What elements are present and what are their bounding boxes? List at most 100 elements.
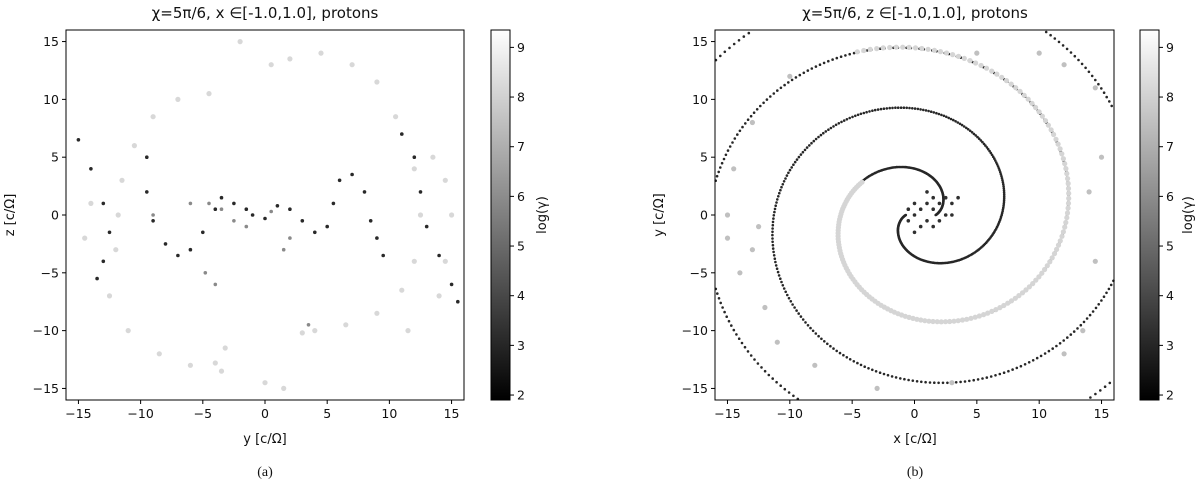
scatter-point <box>806 324 810 327</box>
y-tick-label: −15 <box>33 381 59 396</box>
scatter-point <box>959 317 966 323</box>
colorbar-tick-label: 8 <box>1166 90 1174 105</box>
scatter-point <box>771 223 775 227</box>
scatter-point <box>1000 177 1004 180</box>
scatter-point <box>956 195 960 200</box>
scatter-point <box>737 270 743 276</box>
colorbar-tick-label: 7 <box>517 139 525 154</box>
scatter-point <box>1063 166 1069 172</box>
scatter-point <box>1084 66 1087 70</box>
scatter-point <box>931 207 935 211</box>
scatter-point <box>791 303 794 306</box>
scatter-point <box>724 235 731 241</box>
panel-b-colorbar-gradient <box>1139 29 1160 401</box>
scatter-point <box>1044 30 1048 34</box>
scatter-point <box>960 123 964 127</box>
scatter-point <box>946 381 949 385</box>
scatter-point <box>888 106 891 110</box>
scatter-point <box>937 112 941 116</box>
scatter-point <box>1002 190 1006 194</box>
scatter-point <box>1057 238 1063 244</box>
scatter-point <box>878 371 882 375</box>
scatter-point <box>101 259 106 264</box>
x-tick-label: −15 <box>65 406 91 421</box>
panel-a-caption: (a) <box>257 465 273 480</box>
scatter-point <box>1059 151 1065 157</box>
scatter-point <box>774 339 780 345</box>
scatter-point <box>916 107 920 111</box>
y-tick-label: −5 <box>690 265 708 280</box>
scatter-point <box>722 157 726 161</box>
colorbar-tick-label: 7 <box>1166 139 1174 154</box>
scatter-point <box>810 67 814 70</box>
scatter-point <box>449 212 455 218</box>
scatter-point <box>871 109 874 112</box>
scatter-point <box>1080 62 1084 66</box>
scatter-point <box>784 290 787 294</box>
scatter-point <box>1002 187 1006 190</box>
scatter-point <box>1082 320 1086 324</box>
scatter-point <box>861 47 867 54</box>
scatter-point <box>281 385 287 391</box>
scatter-point <box>1002 202 1006 206</box>
scatter-point <box>1049 255 1055 261</box>
scatter-point <box>931 47 938 53</box>
scatter-point <box>767 373 771 377</box>
scatter-point <box>1069 333 1073 336</box>
scatter-point <box>914 316 920 322</box>
scatter-point <box>787 391 791 394</box>
scatter-point <box>967 58 973 64</box>
scatter-point <box>906 219 911 223</box>
scatter-point <box>968 129 972 133</box>
scatter-point <box>974 50 980 56</box>
scatter-point <box>905 106 908 110</box>
scatter-point <box>237 39 243 45</box>
scatter-point <box>937 381 940 385</box>
scatter-point <box>106 293 113 299</box>
scatter-point <box>938 319 944 325</box>
x-tick-label: 5 <box>973 406 981 421</box>
scatter-point <box>424 224 429 229</box>
scatter-point <box>188 201 193 206</box>
scatter-point <box>795 309 798 312</box>
scatter-point <box>1105 95 1108 99</box>
scatter-point <box>966 128 970 131</box>
scatter-point <box>753 358 756 361</box>
scatter-point <box>822 131 825 135</box>
panel-b-title: χ=5π/6, z ∈[-1.0,1.0], protons <box>802 4 1028 22</box>
scatter-point <box>176 253 180 258</box>
scatter-point <box>1044 263 1050 269</box>
scatter-point <box>306 323 311 327</box>
scatter-point <box>411 166 417 172</box>
scatter-point <box>893 44 899 50</box>
scatter-point <box>772 250 775 254</box>
scatter-point <box>119 177 125 183</box>
scatter-point <box>1019 364 1023 368</box>
scatter-point <box>819 133 823 137</box>
scatter-point <box>943 195 948 200</box>
scatter-point <box>719 54 722 58</box>
scatter-point <box>867 46 873 53</box>
scatter-point <box>405 328 411 334</box>
scatter-point <box>1029 100 1035 106</box>
scatter-point <box>865 110 868 114</box>
scatter-point <box>1105 291 1108 295</box>
scatter-point <box>1103 385 1107 389</box>
scatter-point <box>89 167 93 171</box>
scatter-point <box>1013 85 1019 91</box>
scatter-point <box>962 125 966 128</box>
scatter-point <box>927 109 930 113</box>
scatter-point <box>269 209 274 214</box>
scatter-point <box>793 160 797 164</box>
scatter-point <box>1039 113 1045 119</box>
scatter-point <box>1003 78 1010 84</box>
scatter-point <box>801 150 805 154</box>
scatter-point <box>1036 50 1042 56</box>
scatter-point <box>1033 277 1039 283</box>
scatter-point <box>981 377 984 380</box>
colorbar-tick-label: 9 <box>1166 40 1174 55</box>
scatter-point <box>922 108 925 112</box>
x-tick-label: −15 <box>714 406 740 421</box>
scatter-point <box>777 274 781 277</box>
